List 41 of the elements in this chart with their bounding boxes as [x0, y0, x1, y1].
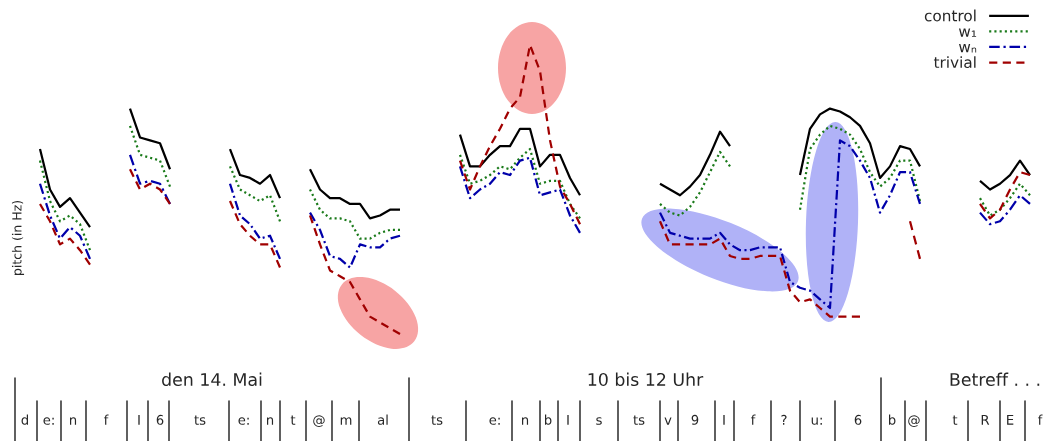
text: ?: [781, 414, 787, 425]
text: I: [567, 415, 569, 425]
text: m: [340, 417, 352, 425]
text: al: [377, 414, 388, 425]
text: ts: [194, 415, 206, 425]
text: ts: [633, 415, 645, 425]
text: n: [522, 417, 529, 425]
text: den 14. Mai: [162, 372, 262, 387]
text: t: [952, 415, 958, 425]
text: f: [103, 414, 109, 425]
text: Betreff . . .: [950, 372, 1040, 387]
text: e:: [489, 417, 500, 425]
text: 6: [854, 414, 862, 425]
legend-label: trivial: [933, 56, 976, 69]
text: d: [21, 414, 28, 425]
text: I: [138, 415, 140, 425]
text: f: [1037, 414, 1043, 425]
text: f: [750, 414, 756, 425]
text: b: [545, 414, 552, 425]
text: 9: [691, 414, 699, 425]
text: ts: [431, 415, 443, 425]
text: R: [981, 415, 990, 425]
text: 10 bis 12 Uhr: [588, 372, 704, 387]
text: @: [908, 415, 920, 427]
text: t: [290, 415, 296, 425]
legend-label: control: [924, 9, 976, 22]
text: e:: [43, 417, 54, 425]
text: e:: [238, 417, 249, 425]
text: E: [1007, 415, 1014, 425]
text: b: [889, 414, 896, 425]
legend-label: wₙ: [959, 43, 977, 53]
text: n: [267, 417, 274, 425]
text: @: [313, 415, 325, 427]
y-axis-title: pitch (in Hz): [11, 200, 25, 275]
text: n: [70, 417, 77, 425]
text: v: [664, 417, 672, 425]
text: u:: [811, 417, 822, 425]
text: s: [596, 417, 602, 425]
text: I: [723, 415, 725, 425]
text: 6: [156, 414, 164, 425]
legend-label: w₁: [958, 28, 977, 37]
